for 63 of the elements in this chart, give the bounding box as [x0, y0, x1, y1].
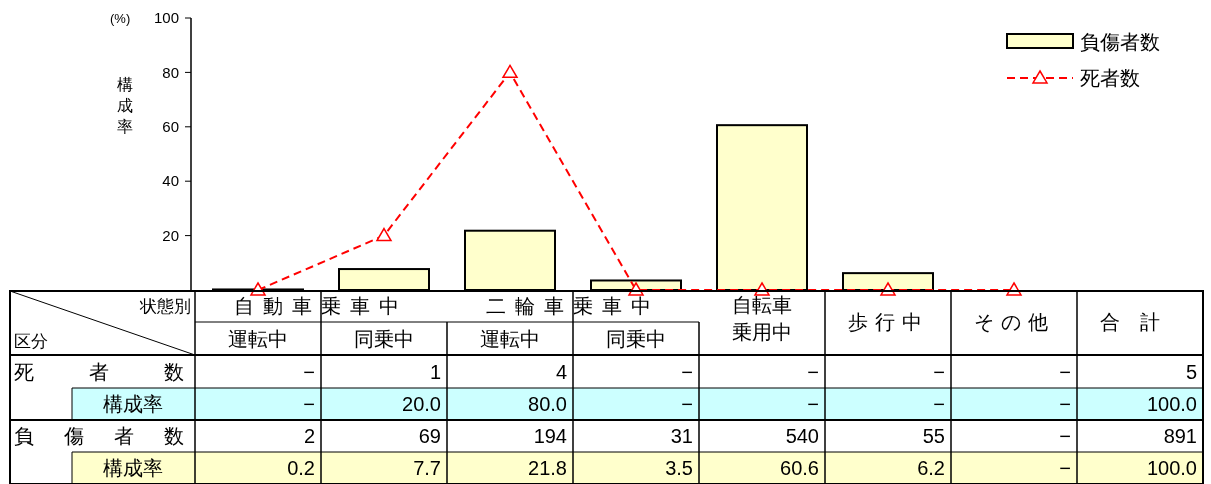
- text: 100.0: [1146, 393, 1197, 415]
- y-tick-label: 40: [162, 172, 179, 190]
- x-tick-label: 歩行中: [847, 311, 929, 333]
- data-label: −: [1059, 393, 1071, 415]
- data-label: −: [681, 393, 693, 415]
- text: 2: [303, 425, 315, 447]
- bar: [842, 272, 934, 291]
- y-axis-title: 構成率: [117, 76, 133, 135]
- text: 31: [670, 425, 693, 447]
- text: 自動車乗車中: [234, 295, 408, 317]
- y-tick-label: 20: [162, 226, 179, 244]
- data-label: 7.7: [413, 457, 441, 479]
- data-label: 21.8: [528, 457, 567, 479]
- point: [502, 64, 518, 79]
- text: −: [807, 360, 819, 383]
- x-tick-label: 同乗中: [606, 328, 666, 350]
- legend-label: 負傷者数: [1080, 31, 1160, 53]
- bar: [464, 229, 556, 291]
- text: 69: [418, 425, 441, 447]
- text: −: [1059, 425, 1071, 447]
- bar: [338, 268, 430, 291]
- data-label: 20.0: [402, 393, 441, 415]
- text: 区分: [14, 331, 48, 351]
- bar: [716, 124, 808, 291]
- legend-label: 死者数: [1080, 67, 1140, 89]
- text: −: [1059, 360, 1071, 383]
- data-label: −: [807, 393, 819, 415]
- text: 100.0: [1146, 457, 1197, 479]
- text: 5: [1185, 360, 1197, 383]
- text: 構成率: [103, 457, 163, 479]
- text: (%): [110, 10, 131, 26]
- data-label: 6.2: [917, 457, 945, 479]
- text: 194: [533, 425, 567, 447]
- data-label: −: [303, 393, 315, 415]
- point: [376, 227, 392, 242]
- text: 4: [555, 360, 567, 383]
- text: −: [1059, 457, 1071, 479]
- y-tick-label: 80: [162, 63, 179, 81]
- text: 死者数: [14, 360, 184, 383]
- y-tick-label: 100: [153, 9, 179, 27]
- text: 55: [922, 425, 945, 447]
- x-tick-label: 自転車乗用中: [732, 294, 792, 343]
- text: −: [681, 360, 693, 383]
- text: 構成率: [103, 393, 163, 415]
- text: −: [933, 360, 945, 383]
- text: 891: [1163, 425, 1197, 447]
- x-tick-label: 合計: [1100, 311, 1180, 333]
- text: 負傷者数: [14, 425, 184, 447]
- text: 1: [429, 360, 441, 383]
- x-tick-label: 運転中: [228, 328, 288, 350]
- data-label: 0.2: [287, 457, 315, 479]
- data-label: 3.5: [665, 457, 693, 479]
- x-tick-label: 同乗中: [354, 328, 414, 350]
- x-tick-label: 運転中: [480, 328, 540, 350]
- data-label: 60.6: [780, 457, 819, 479]
- text: −: [303, 360, 315, 383]
- text: 二輪車乗車中: [486, 295, 660, 317]
- text: 状態別: [140, 296, 191, 316]
- text: 540: [785, 425, 819, 447]
- x-tick-label: その他: [973, 311, 1055, 333]
- data-label: 80.0: [528, 393, 567, 415]
- data-label: −: [933, 393, 945, 415]
- y-tick-label: 60: [162, 118, 179, 136]
